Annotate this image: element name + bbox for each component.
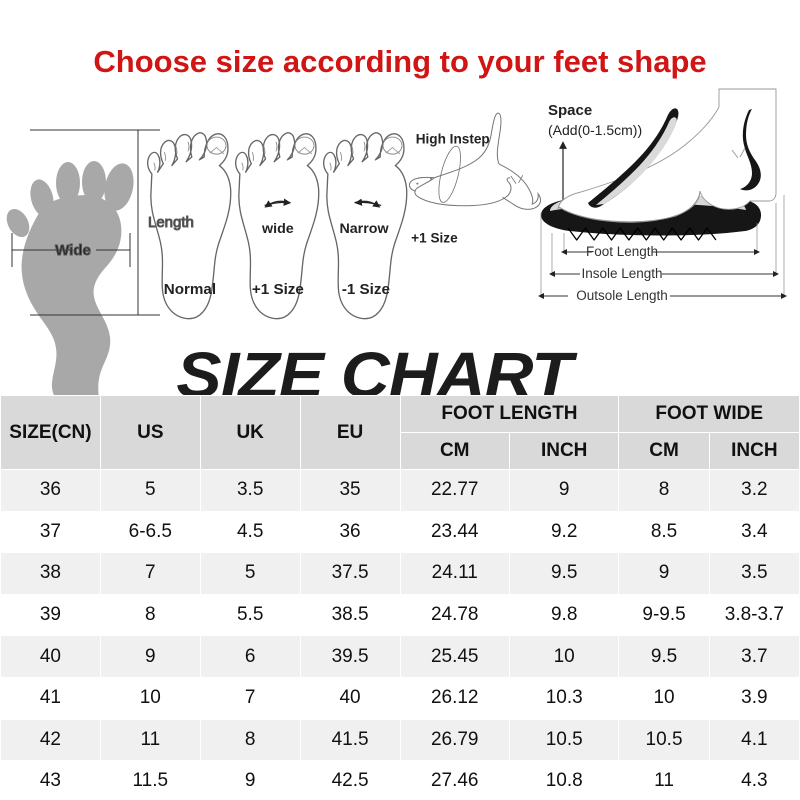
- svg-text:High Instep: High Instep: [416, 132, 490, 147]
- svg-text:Insole Length: Insole Length: [581, 266, 662, 281]
- svg-text:Narrow: Narrow: [339, 221, 389, 237]
- svg-text:-1 Size: -1 Size: [342, 281, 390, 298]
- svg-text:+1 Size: +1 Size: [411, 230, 458, 245]
- svg-text:Wide: Wide: [55, 242, 91, 259]
- svg-text:Space: Space: [548, 102, 592, 119]
- svg-text:wide: wide: [261, 221, 294, 237]
- svg-text:(Add(0-1.5cm)): (Add(0-1.5cm)): [548, 122, 642, 138]
- svg-text:+1 Size: +1 Size: [252, 281, 304, 298]
- svg-text:Outsole Length: Outsole Length: [576, 288, 668, 303]
- svg-text:Foot Length: Foot Length: [586, 244, 658, 259]
- svg-text:Normal: Normal: [164, 281, 216, 298]
